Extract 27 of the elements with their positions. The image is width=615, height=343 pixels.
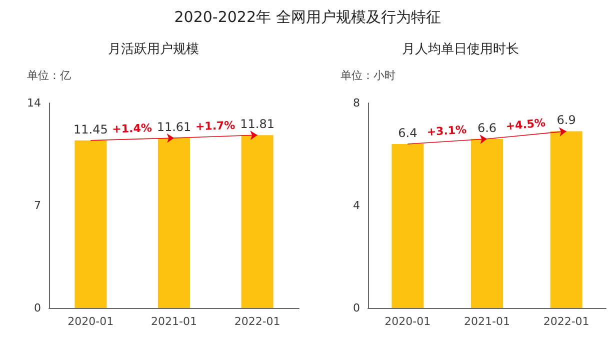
- y-axis-title: 单位：亿: [27, 69, 71, 82]
- y-tick-label: 7: [34, 199, 41, 212]
- y-tick-label: 4: [353, 199, 360, 212]
- chart-subtitle: 月活跃用户规模: [108, 42, 199, 57]
- y-tick-label: 0: [353, 302, 360, 314]
- y-axis-title: 单位：小时: [340, 69, 396, 82]
- chart-title: 2020-2022年 全网用户规模及行为特征: [173, 8, 442, 27]
- x-tick-label: 2021-01: [151, 315, 197, 328]
- annotation: +1.7%: [195, 118, 236, 134]
- y-tick-label: 8: [353, 96, 360, 110]
- data-label: 6.9: [556, 113, 576, 128]
- annotation: +1.4%: [112, 122, 152, 136]
- data-label: 11.61: [156, 120, 192, 134]
- annotation: +3.1%: [426, 123, 467, 139]
- x-tick-label: 2020-01: [68, 315, 114, 328]
- y-tick-label: 0: [34, 302, 41, 314]
- data-label: 6.6: [477, 120, 497, 135]
- data-label: 11.81: [240, 117, 275, 132]
- data-label: 6.4: [398, 126, 418, 140]
- x-tick-label: 2022-01: [234, 315, 280, 328]
- x-tick-label: 2021-01: [464, 315, 510, 328]
- y-tick-label: 14: [27, 96, 41, 110]
- x-tick-label: 2022-01: [543, 315, 590, 328]
- annotation: +4.5%: [505, 116, 546, 133]
- chart-subtitle: 月人均单日使用时长: [402, 42, 519, 57]
- x-tick-label: 2020-01: [384, 315, 431, 328]
- data-label: 11.45: [73, 122, 108, 136]
